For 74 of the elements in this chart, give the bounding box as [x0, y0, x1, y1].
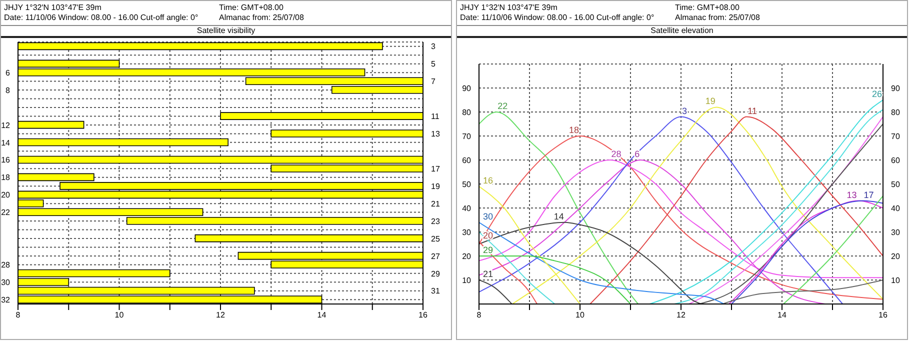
x-tick-label: 8: [476, 310, 482, 320]
series-label: 14: [554, 211, 564, 222]
x-tick-label: 14: [778, 310, 787, 320]
y-tick-label: 70: [462, 132, 472, 141]
y-tick-label: 28: [1, 260, 11, 270]
series-label: 18: [568, 125, 579, 135]
y-tick-label: 31: [431, 286, 440, 296]
y-tick-label: 13: [431, 130, 440, 139]
y-tick-label: 80: [462, 108, 472, 117]
series-label: 26: [872, 89, 882, 99]
text: Date: 11/10/06 Window: 08.00 - 16.00 Cut-off angle: 0°: [4, 13, 200, 23]
x-tick-label: 16: [418, 310, 428, 320]
y-tick-label: 16: [1, 156, 11, 165]
y2-tick-label: 20: [891, 252, 900, 261]
x-tick-label: 14: [317, 310, 327, 320]
y-tick-label: 14: [1, 138, 11, 148]
x-tick-label: 8: [16, 310, 21, 320]
y2-tick-label: 80: [891, 108, 900, 117]
y-tick-label: 20: [1, 190, 11, 200]
x-tick-label: 10: [114, 310, 124, 320]
y-tick-label: 5: [431, 60, 436, 69]
series-label: 21: [483, 269, 494, 279]
x-tick-label: 10: [576, 310, 585, 320]
series-label: 13: [846, 190, 857, 200]
y-tick-label: 23: [431, 216, 440, 226]
x-tick-label: 12: [676, 310, 686, 320]
series-label: 19: [705, 96, 716, 106]
y-tick-label: 20: [462, 252, 472, 261]
y2-tick-label: 60: [891, 156, 900, 165]
y-tick-label: 11: [431, 112, 440, 122]
series-label: 3: [682, 106, 688, 116]
y-tick-label: 6: [6, 68, 11, 78]
y2-tick-label: 30: [891, 228, 900, 237]
y-tick-label: 22: [1, 208, 11, 218]
y-tick-label: 50: [462, 180, 472, 189]
y-tick-label: 30: [462, 228, 472, 237]
y-tick-label: 7: [431, 77, 436, 86]
y-tick-label: 27: [431, 252, 440, 261]
y-tick-label: 29: [431, 269, 440, 278]
y-tick-label: 3: [431, 42, 436, 52]
y-tick-label: 25: [431, 234, 440, 244]
x-tick-label: 12: [216, 310, 226, 320]
y-tick-label: 12: [1, 120, 11, 130]
y2-tick-label: 10: [891, 276, 900, 285]
text: Almanac from: 25/07/08: [219, 13, 305, 23]
chart-title: Satellite elevation: [457, 25, 907, 38]
y-tick-label: 32: [1, 295, 11, 304]
series-label: 11: [748, 106, 757, 116]
text: JHJY 1°32'N 103°47'E 39m: [4, 3, 102, 13]
y-tick-label: 8: [6, 86, 11, 95]
text: Almanac from: 25/07/08: [675, 13, 761, 23]
y-tick-label: 90: [462, 84, 472, 93]
x-tick-label: 16: [878, 310, 888, 320]
y2-tick-label: 90: [891, 84, 900, 93]
text: JHJY 1°32'N 103°47'E 39m: [460, 3, 558, 13]
y-tick-label: 17: [431, 164, 440, 174]
series-label: 17: [864, 190, 874, 200]
series-label: 30: [483, 211, 494, 222]
series-label: 16: [483, 175, 494, 186]
y2-tick-label: 70: [891, 132, 900, 141]
y-tick-label: 19: [431, 182, 440, 191]
y-tick-label: 60: [462, 156, 472, 165]
y-tick-label: 18: [1, 173, 11, 182]
y2-tick-label: 40: [891, 204, 900, 213]
y-tick-label: 10: [462, 276, 472, 285]
series-label: 22: [498, 101, 508, 111]
text: Time: GMT+08.00: [219, 3, 284, 13]
y-tick-label: 21: [431, 199, 440, 208]
text: Date: 11/10/06 Window: 08.00 - 16.00 Cut-off angle: 0°: [460, 13, 656, 23]
chart-title: Satellite visibility: [1, 25, 451, 38]
text: Time: GMT+08.00: [675, 3, 740, 13]
y-tick-label: 30: [1, 278, 11, 288]
y2-tick-label: 50: [891, 180, 900, 189]
y-tick-label: 40: [462, 204, 472, 213]
